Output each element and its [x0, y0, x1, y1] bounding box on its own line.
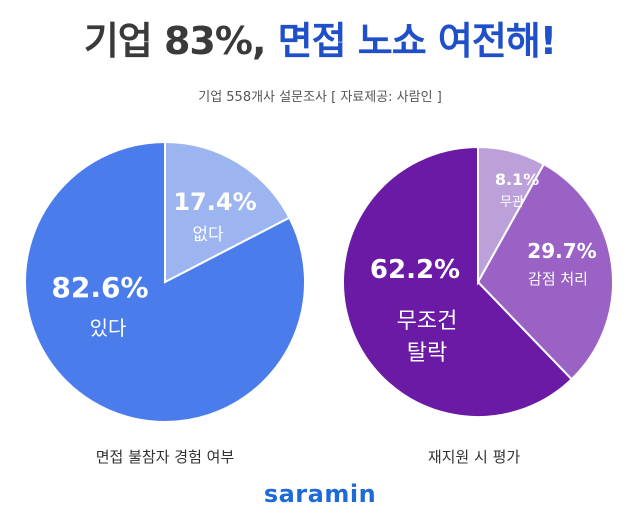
slice-label-없다: 없다 — [192, 225, 224, 245]
slice-label-무조건-탈락-line2: 탈락 — [407, 341, 447, 366]
pie1-caption: 면접 불참자 경험 여부 — [95, 448, 235, 466]
slice-value-있다: 82.6% — [51, 271, 148, 304]
saramin-logo: saramin — [263, 480, 377, 508]
slice-label-감점-처리: 감점 처리 — [528, 270, 588, 288]
headline: 기업 83%, 면접 노쇼 여전해! — [0, 10, 640, 65]
headline-part2: 면접 노쇼 여전해! — [277, 19, 558, 63]
slice-무조건-탈락 — [342, 145, 574, 418]
slice-없다 — [164, 140, 291, 284]
slice-label-무조건-탈락-line1: 무조건 — [397, 309, 458, 334]
headline-part1: 기업 83%, — [83, 19, 267, 63]
slice-label-무관: 무관 — [500, 195, 524, 210]
subtitle: 기업 558개사 설문조사 [ 자료제공: 사람인 ] — [198, 90, 442, 105]
slice-value-없다: 17.4% — [173, 188, 256, 216]
pie-chart-attendance: 17.4% 없다 82.6% 있다 — [24, 140, 306, 423]
pie2-caption: 재지원 시 평가 — [427, 448, 521, 466]
slice-감점-처리 — [476, 162, 614, 381]
slice-value-무조건-탈락: 62.2% — [370, 255, 460, 285]
slice-무관 — [477, 145, 546, 286]
slice-value-무관: 8.1% — [495, 170, 539, 189]
slice-label-있다: 있다 — [90, 316, 127, 340]
slice-value-감점-처리: 29.7% — [527, 239, 596, 263]
